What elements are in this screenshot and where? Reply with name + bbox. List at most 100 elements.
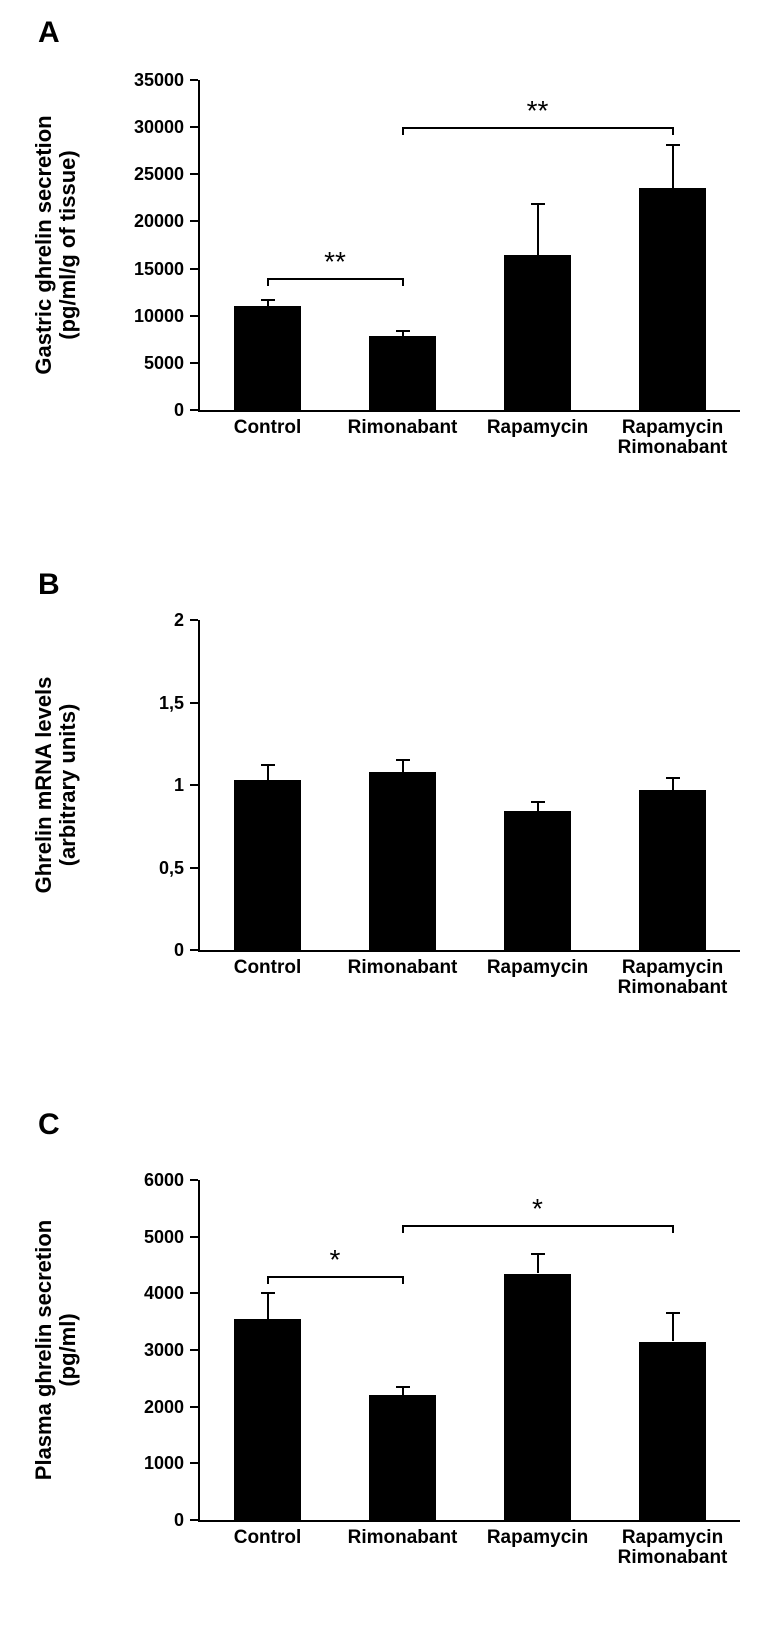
significance-label: * xyxy=(305,1246,365,1274)
x-axis xyxy=(198,1520,740,1522)
category-labels: ControlRimonabantRapamycinRapamycinRimon… xyxy=(200,1528,740,1568)
bar xyxy=(234,780,302,950)
plot-area: 0100020003000400050006000** xyxy=(200,1180,740,1520)
error-bar-cap xyxy=(396,1386,410,1388)
y-tick-label: 2000 xyxy=(100,1398,184,1416)
significance-line xyxy=(403,1225,673,1227)
y-axis-label-line: Plasma ghrelin secretion xyxy=(32,1180,56,1520)
error-bar-cap xyxy=(396,330,410,332)
y-tick-label: 35000 xyxy=(100,71,184,89)
y-axis xyxy=(198,80,200,412)
error-bar-stem xyxy=(537,802,539,812)
y-tick xyxy=(190,619,198,621)
y-axis xyxy=(198,1180,200,1522)
error-bar-stem xyxy=(402,1387,404,1396)
category-label: Rapamycin xyxy=(470,958,605,998)
y-tick xyxy=(190,702,198,704)
bar xyxy=(504,255,572,410)
significance-line xyxy=(268,1276,403,1278)
y-tick-label: 30000 xyxy=(100,118,184,136)
error-bar-cap xyxy=(261,299,275,301)
y-tick-label: 1000 xyxy=(100,1454,184,1472)
panel-b: B00,511,52Ghrelin mRNA levels(arbitrary … xyxy=(0,560,784,1060)
y-axis-label-line: (pg/ml/g of tissue) xyxy=(56,80,80,410)
bar xyxy=(639,188,707,410)
error-bar-cap xyxy=(666,777,680,779)
y-tick-label: 0 xyxy=(100,1511,184,1529)
error-bar-stem xyxy=(672,145,674,188)
panel-label-c: C xyxy=(38,1108,60,1142)
category-label: Rimonabant xyxy=(335,1528,470,1568)
bar xyxy=(369,336,437,410)
y-axis xyxy=(198,620,200,952)
error-bar-stem xyxy=(402,760,404,772)
category-label: Rimonabant xyxy=(335,958,470,998)
category-labels: ControlRimonabantRapamycinRapamycinRimon… xyxy=(200,958,740,998)
category-label: RapamycinRimonabant xyxy=(605,418,740,458)
error-bar-stem xyxy=(267,1293,269,1319)
y-tick xyxy=(190,268,198,270)
y-tick xyxy=(190,220,198,222)
y-tick xyxy=(190,126,198,128)
significance-line xyxy=(268,278,403,280)
y-axis-label-line: (arbitrary units) xyxy=(56,620,80,950)
y-axis-label: Plasma ghrelin secretion(pg/ml) xyxy=(32,1180,80,1520)
y-axis-label-line: Gastric ghrelin secretion xyxy=(32,80,56,410)
y-axis-label-line: (pg/ml) xyxy=(56,1180,80,1520)
error-bar-stem xyxy=(537,204,539,256)
panel-label-a: A xyxy=(38,16,60,50)
error-bar-cap xyxy=(666,1312,680,1314)
y-tick xyxy=(190,173,198,175)
bar xyxy=(639,790,707,950)
category-label: Control xyxy=(200,1528,335,1568)
category-label: Rimonabant xyxy=(335,418,470,458)
category-label: Control xyxy=(200,958,335,998)
y-tick xyxy=(190,1406,198,1408)
y-tick xyxy=(190,79,198,81)
y-axis-label: Ghrelin mRNA levels(arbitrary units) xyxy=(32,620,80,950)
category-label: RapamycinRimonabant xyxy=(605,1528,740,1568)
bar xyxy=(234,1319,302,1520)
category-label: RapamycinRimonabant xyxy=(605,958,740,998)
y-tick-label: 3000 xyxy=(100,1341,184,1359)
error-bar-cap xyxy=(666,144,680,146)
y-tick-label: 20000 xyxy=(100,212,184,230)
y-tick xyxy=(190,784,198,786)
bar xyxy=(639,1342,707,1521)
figure: A05000100001500020000250003000035000****… xyxy=(0,0,784,1650)
category-label: Rapamycin xyxy=(470,1528,605,1568)
y-tick xyxy=(190,1292,198,1294)
error-bar-cap xyxy=(531,1253,545,1255)
bar xyxy=(234,306,302,410)
y-tick-label: 1,5 xyxy=(100,694,184,712)
error-bar-cap xyxy=(396,759,410,761)
y-tick-label: 25000 xyxy=(100,165,184,183)
error-bar-cap xyxy=(261,1292,275,1294)
category-labels: ControlRimonabantRapamycinRapamycinRimon… xyxy=(200,418,740,458)
y-tick xyxy=(190,1236,198,1238)
y-tick xyxy=(190,315,198,317)
significance-label: ** xyxy=(305,248,365,276)
x-axis xyxy=(198,410,740,412)
error-bar-cap xyxy=(531,801,545,803)
significance-label: * xyxy=(508,1195,568,1223)
significance-tick xyxy=(672,127,674,135)
x-axis xyxy=(198,950,740,952)
category-label: Rapamycin xyxy=(470,418,605,458)
plot-area: 00,511,52 xyxy=(200,620,740,950)
y-tick-label: 0 xyxy=(100,401,184,419)
significance-tick xyxy=(672,1225,674,1233)
y-tick xyxy=(190,409,198,411)
y-tick xyxy=(190,1462,198,1464)
y-tick-label: 15000 xyxy=(100,260,184,278)
category-label: Control xyxy=(200,418,335,458)
y-axis-label: Gastric ghrelin secretion(pg/ml/g of tis… xyxy=(32,80,80,410)
y-tick-label: 0 xyxy=(100,941,184,959)
significance-tick xyxy=(267,278,269,286)
y-tick-label: 0,5 xyxy=(100,859,184,877)
error-bar-stem xyxy=(672,1313,674,1341)
y-tick-label: 4000 xyxy=(100,1284,184,1302)
panel-c: C0100020003000400050006000**Plasma ghrel… xyxy=(0,1100,784,1620)
y-tick xyxy=(190,867,198,869)
bar xyxy=(504,1274,572,1521)
